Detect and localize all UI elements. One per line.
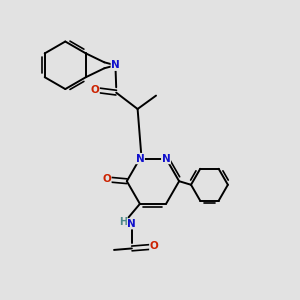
Text: N: N [136, 154, 144, 164]
Text: O: O [150, 242, 158, 251]
Text: N: N [128, 219, 136, 229]
Text: O: O [90, 85, 99, 95]
Text: N: N [111, 60, 120, 70]
Text: N: N [162, 154, 170, 164]
Text: O: O [102, 174, 111, 184]
Text: H: H [119, 217, 127, 227]
